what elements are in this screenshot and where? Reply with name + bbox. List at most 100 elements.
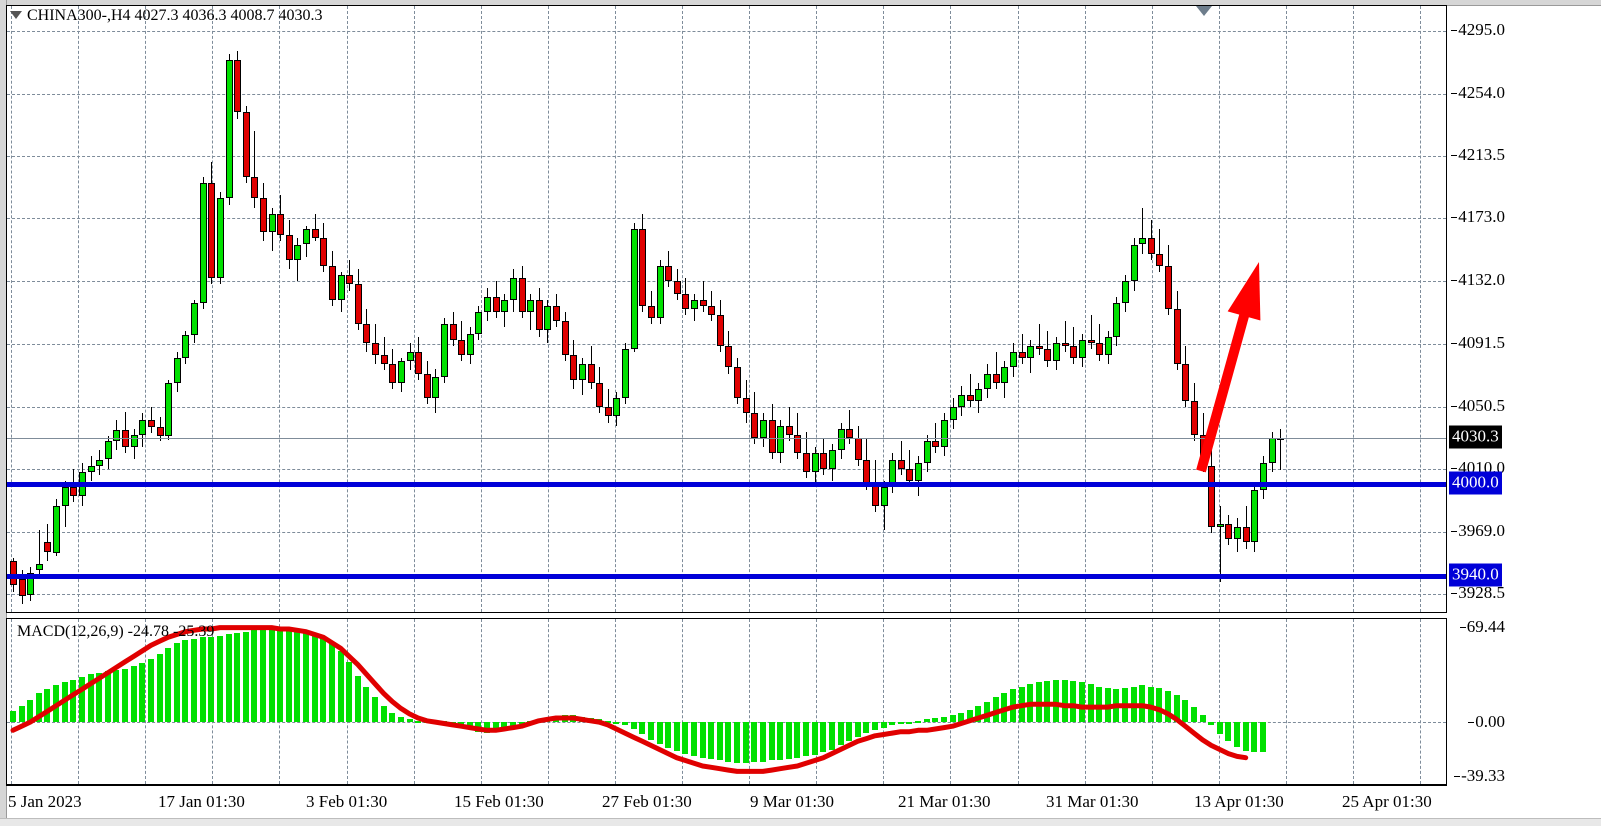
candle-body-bearish bbox=[932, 441, 940, 448]
gridline-vertical bbox=[413, 6, 415, 612]
gridline-horizontal bbox=[7, 94, 1446, 95]
candle-body-bearish bbox=[156, 427, 164, 437]
candle-body-bearish bbox=[70, 487, 78, 497]
triangle-down-icon[interactable] bbox=[10, 11, 22, 20]
candle-body-bullish bbox=[837, 428, 845, 451]
gridline-vertical bbox=[1285, 6, 1287, 612]
macd-histogram-bar bbox=[1234, 722, 1241, 747]
macd-histogram-bar bbox=[906, 722, 913, 725]
macd-histogram-bar bbox=[656, 722, 663, 745]
support-level-badge[interactable]: 4000.0 bbox=[1449, 471, 1502, 495]
candle-body-bullish bbox=[1121, 281, 1129, 303]
macd-histogram-bar bbox=[759, 722, 766, 762]
candle-body-bullish bbox=[268, 213, 276, 233]
macd-histogram-bar bbox=[130, 665, 137, 723]
candle-body-bullish bbox=[1078, 339, 1086, 359]
support-level-badge[interactable]: 3940.0 bbox=[1449, 563, 1502, 587]
gridline-vertical bbox=[950, 619, 952, 784]
macd-histogram-bar bbox=[1078, 682, 1085, 723]
support-level-line[interactable] bbox=[7, 574, 1446, 580]
macd-histogram-bar bbox=[311, 634, 318, 723]
time-axis-label: 5 Jan 2023 bbox=[8, 792, 82, 811]
candle-body-bullish bbox=[303, 229, 311, 245]
candle-body-bearish bbox=[208, 183, 216, 279]
macd-histogram-bar bbox=[630, 722, 637, 729]
candle-body-bearish bbox=[734, 367, 742, 399]
gridline-vertical bbox=[816, 619, 818, 784]
macd-plot-area[interactable] bbox=[7, 619, 1446, 784]
candle-body-bearish bbox=[897, 459, 905, 469]
macd-histogram-bar bbox=[1121, 687, 1128, 723]
price-axis[interactable]: 4295.0 4254.0 4213.5 4173.0 4132.0 4091.5 4050… bbox=[1447, 5, 1601, 785]
candle-body-bearish bbox=[1182, 364, 1190, 402]
macd-histogram-bar bbox=[647, 722, 654, 740]
macd-axis-label: -39.33 bbox=[1454, 766, 1505, 785]
macd-histogram-bar bbox=[682, 722, 689, 754]
symbol-header: CHINA300-,H4 4027.3 4036.3 4008.7 4030.3 bbox=[10, 8, 323, 24]
macd-histogram-bar bbox=[53, 685, 60, 723]
macd-histogram-bar bbox=[889, 722, 896, 725]
candle-body-bearish bbox=[742, 398, 750, 414]
candle-body-bullish bbox=[406, 352, 414, 362]
macd-histogram-bar bbox=[44, 689, 51, 723]
candle-wick bbox=[702, 281, 704, 313]
candle-body-bullish bbox=[759, 419, 767, 438]
macd-histogram-bar bbox=[690, 722, 697, 757]
macd-panel[interactable]: MACD(12,26,9) -24.78 -25.39 bbox=[6, 618, 1447, 785]
macd-header: MACD(12,26,9) -24.78 -25.39 bbox=[17, 624, 214, 640]
support-level-line[interactable] bbox=[7, 482, 1446, 488]
price-plot-area[interactable] bbox=[7, 6, 1446, 612]
gridline-vertical bbox=[413, 619, 415, 784]
macd-histogram-bar bbox=[1027, 683, 1034, 723]
macd-histogram-bar bbox=[561, 715, 568, 723]
candle-wick bbox=[254, 130, 256, 208]
macd-histogram-bar bbox=[846, 722, 853, 742]
macd-histogram-bar bbox=[225, 634, 232, 723]
macd-histogram-bar bbox=[596, 719, 603, 723]
macd-histogram-bar bbox=[613, 722, 620, 725]
time-axis[interactable]: 5 Jan 2023 17 Jan 01:30 3 Feb 01:30 15 Feb … bbox=[6, 785, 1447, 818]
macd-histogram-bar bbox=[320, 637, 327, 723]
candle-body-bullish bbox=[182, 335, 190, 359]
candle-wick bbox=[995, 352, 997, 389]
macd-histogram-bar bbox=[432, 721, 439, 724]
macd-histogram-bar bbox=[389, 712, 396, 723]
macd-histogram-bar bbox=[777, 722, 784, 761]
candle-wick bbox=[607, 388, 609, 423]
candle-body-bearish bbox=[639, 229, 647, 306]
macd-histogram-bar bbox=[872, 722, 878, 731]
macd-histogram-bar bbox=[251, 630, 258, 723]
price-axis-label: 4050.5 bbox=[1451, 395, 1505, 415]
macd-histogram-bar bbox=[1001, 693, 1008, 723]
candle-body-bearish bbox=[596, 382, 604, 408]
candle-wick bbox=[349, 259, 351, 291]
macd-histogram-bar bbox=[863, 722, 870, 734]
macd-histogram-bar bbox=[173, 642, 180, 723]
macd-histogram-bar bbox=[1225, 722, 1232, 742]
candle-wick bbox=[1280, 428, 1282, 471]
time-axis-label: 3 Feb 01:30 bbox=[306, 792, 388, 811]
price-chart-panel[interactable] bbox=[6, 5, 1447, 613]
gridline-vertical bbox=[682, 6, 683, 612]
candle-body-bullish bbox=[622, 348, 630, 399]
macd-histogram-bar bbox=[380, 705, 387, 723]
macd-histogram-bar bbox=[70, 679, 77, 723]
gridline-vertical bbox=[547, 619, 549, 784]
macd-histogram-bar bbox=[915, 720, 922, 723]
candle-body-bullish bbox=[1139, 238, 1147, 245]
candle-body-bullish bbox=[777, 425, 785, 454]
macd-histogram-bar bbox=[1061, 679, 1068, 723]
candle-body-bullish bbox=[294, 244, 302, 260]
candle-body-bearish bbox=[561, 321, 569, 356]
candle-body-bullish bbox=[1009, 352, 1017, 368]
symbol-header-text: CHINA300-,H4 4027.3 4036.3 4008.7 4030.3 bbox=[27, 7, 323, 24]
candle-body-bearish bbox=[372, 342, 380, 356]
candle-wick bbox=[1142, 207, 1144, 254]
macd-histogram-bar bbox=[1035, 682, 1042, 723]
candle-body-bearish bbox=[1087, 339, 1095, 343]
macd-histogram-bar bbox=[61, 682, 68, 723]
candle-body-bullish bbox=[113, 430, 121, 442]
macd-histogram-bar bbox=[940, 716, 947, 723]
macd-histogram-bar bbox=[785, 722, 792, 760]
candle-body-bearish bbox=[716, 315, 724, 346]
